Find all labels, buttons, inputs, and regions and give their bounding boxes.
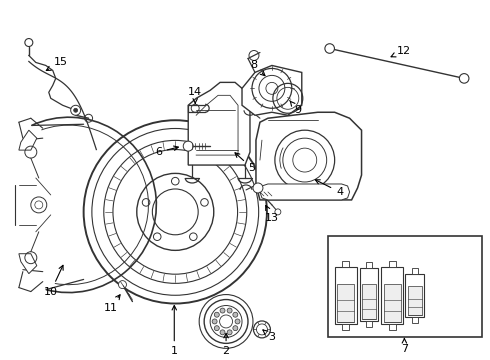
Text: 14: 14 bbox=[188, 87, 202, 103]
Circle shape bbox=[275, 209, 281, 215]
Circle shape bbox=[235, 319, 240, 324]
Bar bbox=[412, 318, 418, 323]
Bar bbox=[328, 236, 482, 337]
Text: 4: 4 bbox=[316, 180, 343, 197]
Circle shape bbox=[227, 308, 232, 313]
Circle shape bbox=[74, 108, 77, 112]
Circle shape bbox=[253, 183, 263, 193]
Bar bbox=[408, 287, 422, 315]
Text: 10: 10 bbox=[44, 265, 63, 297]
Circle shape bbox=[212, 319, 217, 324]
Text: 1: 1 bbox=[171, 306, 178, 356]
Circle shape bbox=[325, 44, 335, 53]
Polygon shape bbox=[256, 112, 362, 200]
Circle shape bbox=[233, 312, 238, 317]
Bar bbox=[384, 284, 401, 322]
Circle shape bbox=[214, 312, 220, 317]
Bar bbox=[366, 262, 372, 268]
Circle shape bbox=[220, 330, 225, 335]
Circle shape bbox=[71, 105, 81, 115]
Polygon shape bbox=[188, 82, 250, 165]
Bar bbox=[382, 267, 403, 324]
Text: 12: 12 bbox=[391, 45, 412, 57]
Bar bbox=[342, 324, 349, 330]
Text: 5: 5 bbox=[235, 153, 255, 173]
Bar bbox=[335, 267, 357, 324]
Text: 15: 15 bbox=[46, 58, 68, 71]
Text: 8: 8 bbox=[250, 60, 265, 76]
Bar bbox=[360, 268, 378, 321]
Text: 3: 3 bbox=[263, 330, 275, 342]
Bar bbox=[337, 284, 354, 322]
Bar bbox=[342, 261, 349, 267]
Polygon shape bbox=[19, 254, 37, 274]
Circle shape bbox=[227, 330, 232, 335]
Text: 6: 6 bbox=[155, 146, 178, 157]
Circle shape bbox=[459, 73, 469, 83]
Bar bbox=[389, 324, 396, 330]
Circle shape bbox=[220, 308, 225, 313]
Circle shape bbox=[183, 141, 193, 151]
Bar bbox=[389, 261, 396, 267]
Polygon shape bbox=[19, 130, 37, 150]
Bar bbox=[412, 268, 418, 274]
Bar bbox=[362, 284, 376, 319]
Text: 2: 2 bbox=[222, 333, 230, 356]
Polygon shape bbox=[260, 184, 349, 200]
Text: 11: 11 bbox=[103, 295, 120, 312]
Circle shape bbox=[233, 326, 238, 331]
Text: 9: 9 bbox=[290, 100, 301, 115]
Circle shape bbox=[214, 326, 220, 331]
Bar bbox=[405, 274, 424, 318]
Text: 7: 7 bbox=[401, 338, 408, 354]
Polygon shape bbox=[242, 66, 302, 115]
Circle shape bbox=[119, 280, 126, 289]
Bar bbox=[366, 321, 372, 327]
Text: 13: 13 bbox=[265, 206, 279, 223]
